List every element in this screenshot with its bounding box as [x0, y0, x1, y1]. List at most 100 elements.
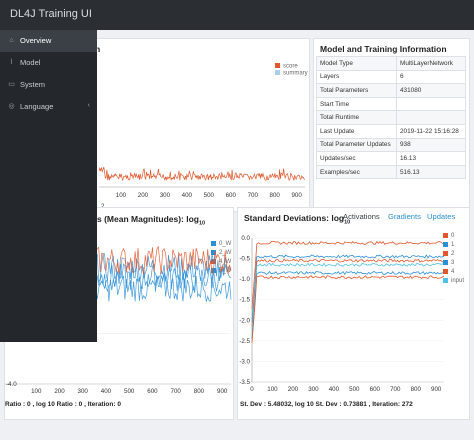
legend-swatch — [443, 268, 448, 274]
legend-item: 3 — [443, 259, 464, 268]
legend-item-summary: summary — [275, 69, 308, 76]
legend-item: input — [443, 277, 464, 286]
score-panel-title: n — [95, 44, 101, 54]
score-x-tick-label: 200 — [138, 192, 149, 199]
legend-label: 1 — [451, 242, 455, 248]
std-y-tick-label: -1.5 — [239, 297, 250, 304]
legend-swatch — [211, 240, 216, 246]
std-x-tick-label: 500 — [349, 386, 360, 393]
legend-item: 1 — [443, 241, 464, 250]
tab-updates[interactable]: Updates — [427, 212, 456, 221]
legend-swatch — [443, 277, 448, 283]
std-y-tick-label: -3.0 — [239, 358, 250, 365]
std-y-tick-label: -0.5 — [239, 256, 250, 263]
chart-icon: ⌇ — [9, 59, 14, 66]
legend-label: 4_W — [219, 259, 232, 265]
info-key: Total Parameter Updates — [316, 137, 397, 153]
sidebar-item-system[interactable]: ▭ System — [8, 80, 46, 89]
info-row: Start Time — [316, 96, 466, 112]
info-key: Examples/sec — [316, 164, 397, 180]
info-row: Model Type MultiLayerNetwork — [316, 56, 466, 71]
info-value: 431080 — [396, 83, 466, 98]
series-1-line — [251, 254, 445, 323]
score-x-tick-label: 400 — [182, 192, 193, 199]
ratio-x-tick-label: 900 — [217, 388, 228, 395]
ratio-x-tick-label: 300 — [78, 388, 89, 395]
home-icon: ⌂ — [9, 37, 14, 44]
score-x-tick-label: 700 — [248, 192, 259, 199]
info-key: Total Runtime — [316, 110, 397, 125]
std-x-tick-label: 300 — [308, 386, 319, 393]
ratio-y-tick-label: -4.0 — [6, 381, 17, 388]
tab-activations[interactable]: Activations — [343, 212, 380, 221]
series-0-line — [251, 240, 445, 309]
info-value — [396, 96, 466, 112]
sidebar: ⌂ Overview ⌇ Model ▭ System ◎ Language ‹ — [0, 30, 97, 342]
score-below-axis-label: 2 — [101, 203, 104, 210]
series-score-line — [98, 166, 306, 182]
legend-swatch — [443, 232, 448, 238]
std-y-tick-label: 0.0 — [241, 235, 250, 242]
info-value: 16.13 — [396, 151, 466, 166]
app-title: DL4J Training UI — [10, 8, 92, 20]
info-key: Layers — [316, 69, 397, 85]
series-input-line — [251, 262, 445, 331]
std-panel-title: Standard Deviations: log10 — [244, 213, 351, 226]
legend-label: input — [451, 278, 465, 284]
sidebar-item-overview[interactable]: ⌂ Overview — [0, 30, 97, 52]
ratio-x-tick-label: 700 — [171, 388, 182, 395]
tab-gradients[interactable]: Gradients — [388, 212, 421, 221]
std-x-tick-label: 600 — [370, 386, 381, 393]
std-x-tick-label: 400 — [329, 386, 340, 393]
info-value — [396, 110, 466, 125]
info-key: Start Time — [316, 96, 397, 112]
legend-label: 3 — [451, 260, 455, 266]
chevron-left-icon: ‹ — [87, 102, 90, 109]
score-x-tick-label: 500 — [204, 192, 215, 199]
legend-item: 4 — [443, 268, 464, 277]
desktop-icon: ▭ — [8, 81, 15, 88]
sidebar-item-model[interactable]: ⌇ Model — [0, 52, 97, 74]
legend-label: 0 — [451, 233, 455, 239]
legend-swatch — [211, 249, 216, 255]
info-value: MultiLayerNetwork — [396, 56, 466, 71]
info-value: 516.13 — [396, 164, 466, 180]
legend-swatch — [443, 250, 448, 256]
score-x-tick-label: 900 — [291, 192, 302, 199]
std-chart: 0.0 -0.5 -1.0 -1.5 -2.0 -2.5 -3.0 -3.50 100 200 30… — [239, 235, 445, 393]
legend-item-score: score — [275, 63, 308, 70]
series-3-line — [251, 270, 445, 339]
info-key: Updates/sec — [316, 151, 397, 166]
std-x-tick-label: 800 — [411, 386, 422, 393]
std-x-tick-label: 900 — [431, 386, 442, 393]
score-x-tick-label: 600 — [226, 192, 237, 199]
std-y-tick-label: -2.5 — [239, 338, 250, 345]
top-bar: DL4J Training UI — [0, 0, 474, 30]
info-key: Model Type — [316, 56, 397, 71]
sidebar-item-language[interactable]: ◎ Language ‹ — [8, 102, 90, 111]
legend-item: 2 — [443, 250, 464, 259]
info-row: Last Update 2019-11-22 15:16:28 — [316, 123, 466, 139]
series-4-line — [251, 275, 445, 343]
info-panel-title: Model and Training Information — [320, 44, 447, 54]
legend-label: 4 — [451, 269, 455, 275]
ratio-x-tick-label: 200 — [54, 388, 65, 395]
legend-item: 0_W — [211, 240, 231, 249]
series-2-line — [251, 258, 444, 327]
legend-swatch — [443, 259, 448, 265]
info-key: Total Parameters — [316, 83, 397, 98]
info-row: Layers 6 — [316, 69, 466, 85]
ratio-footer: Ratio : 0 , log 10 Ratio : 0 , Iteration… — [5, 401, 121, 408]
legend-label: 5_W — [219, 268, 232, 274]
score-x-tick-label: 300 — [160, 192, 171, 199]
legend-swatch — [275, 69, 280, 75]
legend-swatch — [275, 63, 280, 68]
std-x-tick-label: 200 — [288, 386, 299, 393]
std-legend: 0 1 2 3 4 input — [443, 232, 464, 286]
std-x-tick-label: 100 — [267, 386, 278, 393]
score-x-tick-label: 100 — [116, 192, 127, 199]
legend-item: 0 — [443, 232, 464, 241]
info-row: Examples/sec 516.13 — [316, 164, 466, 180]
info-value: 6 — [396, 69, 466, 85]
info-row: Updates/sec 16.13 — [316, 151, 466, 166]
